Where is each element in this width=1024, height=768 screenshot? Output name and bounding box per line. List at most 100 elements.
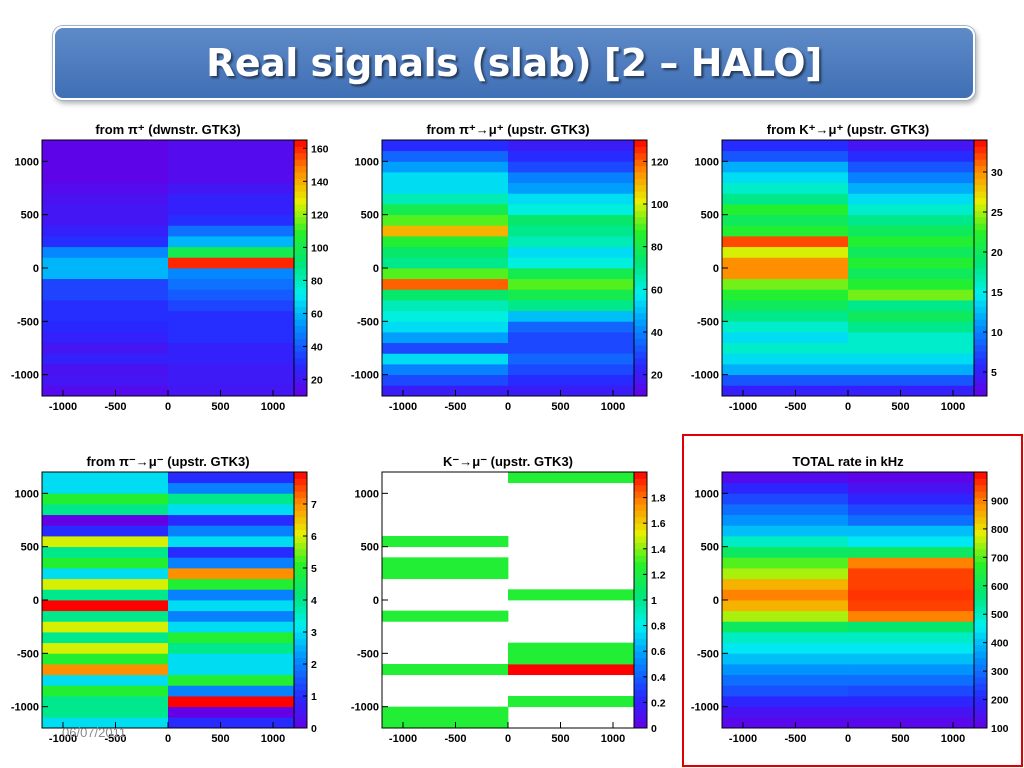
heatmap-cell	[848, 268, 975, 280]
heatmap-cell	[382, 289, 509, 301]
colorbar-segment	[294, 364, 307, 371]
y-tick-label: -500	[17, 648, 39, 660]
x-tick-label: -500	[444, 401, 466, 413]
colorbar-label: 100	[991, 723, 1009, 735]
x-tick-label: 1000	[601, 401, 625, 413]
colorbar-segment	[294, 580, 307, 588]
heatmap-cell	[722, 482, 849, 494]
colorbar-segment	[974, 708, 987, 716]
colorbar-segment	[294, 210, 307, 218]
colorbar-segment	[974, 619, 987, 627]
colorbar-segment	[974, 587, 987, 595]
heatmap-cell	[168, 310, 295, 322]
colorbar-segment	[974, 357, 987, 365]
colorbar-segment	[294, 191, 307, 199]
chart-title: from K⁺→μ⁺ (upstr. GTK3)	[767, 122, 930, 137]
colorbar-label: 2	[311, 659, 317, 671]
heatmap-cell	[848, 150, 975, 162]
heatmap-cell	[382, 204, 509, 216]
y-tick-label: 500	[21, 542, 39, 554]
colorbar-segment	[974, 229, 987, 237]
colorbar-label: 0.2	[651, 697, 666, 709]
chart-title: from π⁺ (dwnstr. GTK3)	[95, 122, 240, 137]
colorbar-segment	[974, 600, 987, 607]
colorbar-segment	[974, 574, 987, 582]
heatmap-cell	[42, 204, 169, 216]
heatmap-cell	[42, 568, 169, 580]
heatmap-cell	[848, 472, 975, 484]
colorbar-segment	[974, 568, 987, 575]
colorbar-segment	[634, 504, 647, 511]
colorbar-segment	[974, 593, 987, 601]
colorbar-segment	[634, 357, 647, 365]
colorbar-label: 100	[311, 242, 329, 254]
heatmap-cell	[848, 364, 975, 376]
heatmap-cell	[508, 310, 635, 322]
heatmap-cell	[722, 568, 849, 580]
heatmap-cell	[42, 504, 169, 516]
colorbar-segment	[634, 651, 647, 659]
heatmap-cell	[848, 674, 975, 686]
colorbar-label: 5	[991, 367, 997, 379]
heatmap-cell	[42, 600, 169, 612]
colorbar-segment	[974, 504, 987, 511]
colorbar-label: 0.6	[651, 646, 666, 658]
heatmap-cell	[722, 310, 849, 322]
heatmap-cell	[168, 557, 295, 569]
y-tick-label: 1000	[695, 156, 719, 168]
colorbar-label: 60	[311, 308, 323, 320]
heatmap-cell	[722, 300, 849, 312]
heatmap-cell	[42, 706, 169, 718]
colorbar-label: 40	[651, 327, 663, 339]
colorbar-segment	[634, 632, 647, 639]
heatmap-cell	[848, 300, 975, 312]
colorbar-segment	[634, 497, 647, 505]
colorbar-segment	[294, 287, 307, 295]
heatmap-cell	[722, 321, 849, 333]
colorbar-segment	[634, 280, 647, 288]
colorbar-segment	[974, 364, 987, 371]
colorbar-segment	[294, 344, 307, 352]
heatmap-cell	[382, 257, 509, 269]
colorbar-segment	[294, 529, 307, 537]
colorbar-segment	[974, 306, 987, 314]
highlight-box	[682, 434, 1023, 767]
heatmap-cell	[508, 364, 635, 376]
colorbar-segment	[294, 670, 307, 678]
chart-title: from π⁻→μ⁻ (upstr. GTK3)	[86, 454, 249, 469]
colorbar-segment	[634, 696, 647, 703]
x-tick-label: -500	[104, 733, 126, 745]
colorbar-frame	[973, 139, 988, 397]
heatmap-cell	[382, 374, 509, 386]
heatmap-cell	[168, 525, 295, 537]
heatmap-cell	[508, 664, 635, 676]
colorbar-segment	[634, 197, 647, 205]
heatmap-cell	[42, 536, 169, 548]
colorbar-segment	[974, 172, 987, 179]
colorbar-label: 400	[991, 638, 1009, 650]
heatmap-cell	[168, 236, 295, 248]
heatmap-cell	[168, 642, 295, 654]
heatmap-cell	[168, 204, 295, 216]
colorbar-segment	[974, 280, 987, 288]
heatmap-cell	[42, 321, 169, 333]
heatmap-cell	[722, 140, 849, 152]
heatmap-cell	[42, 364, 169, 376]
colorbar-segment	[974, 216, 987, 224]
heatmap-cell	[168, 546, 295, 558]
colorbar-segment	[974, 625, 987, 633]
heatmap-cell	[848, 642, 975, 654]
colorbar-segment	[974, 670, 987, 678]
heatmap-cell	[508, 161, 635, 173]
colorbar-segment	[974, 536, 987, 543]
heatmap-cell	[848, 140, 975, 152]
colorbar-segment	[294, 696, 307, 703]
colorbar-segment	[294, 587, 307, 595]
x-tick-label: 500	[211, 733, 229, 745]
y-tick-label: 0	[373, 263, 379, 275]
colorbar-segment	[294, 619, 307, 627]
heatmap-cell	[722, 664, 849, 676]
heatmap-cell	[42, 225, 169, 237]
colorbar-segment	[634, 293, 647, 301]
colorbar-segment	[294, 478, 307, 486]
